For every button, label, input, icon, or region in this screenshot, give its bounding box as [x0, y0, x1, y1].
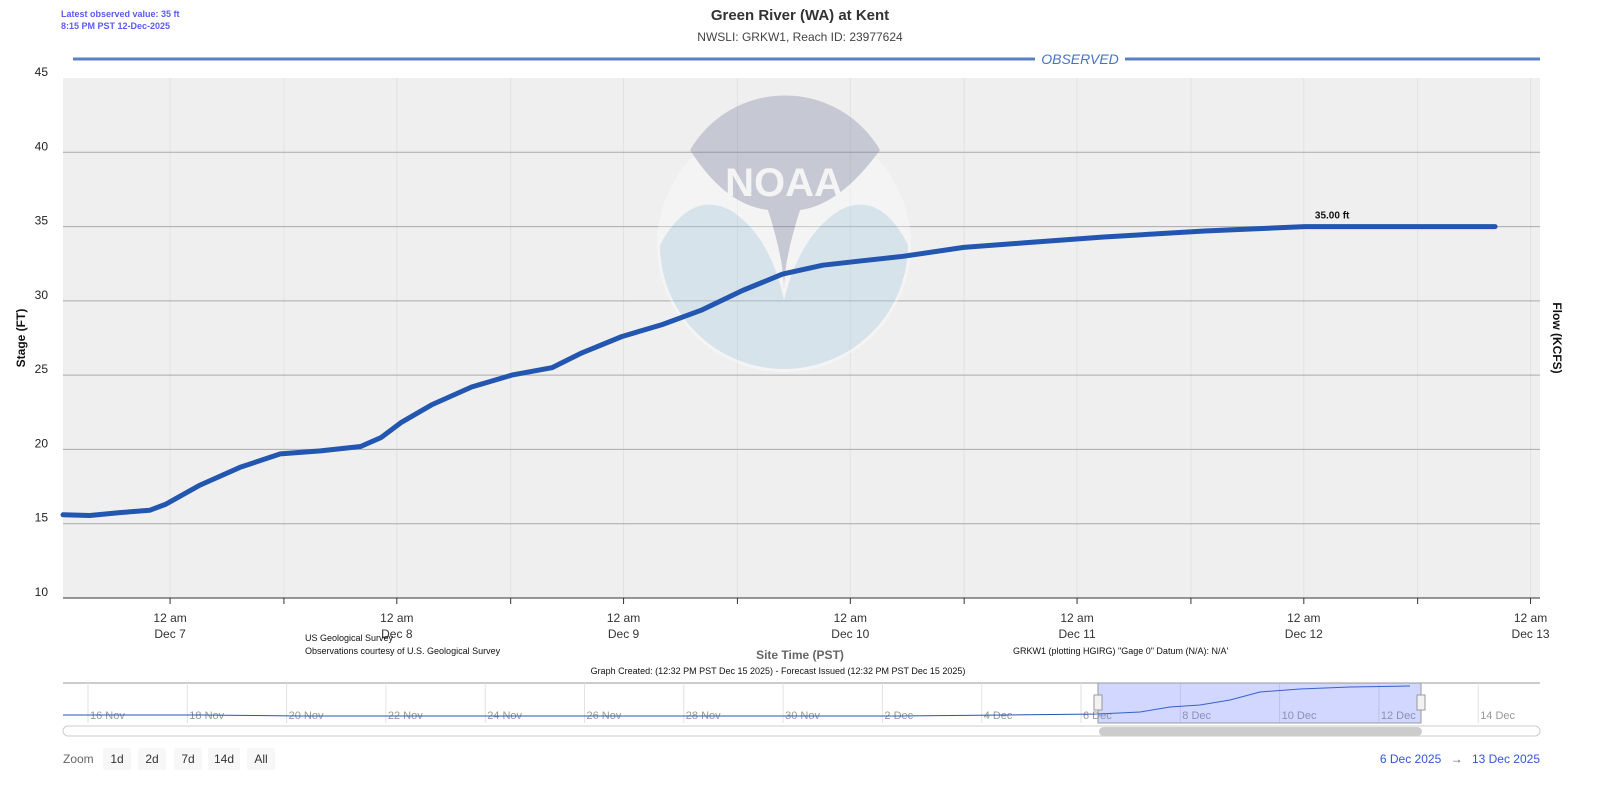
- stage-series-line: [60, 224, 1498, 518]
- latest-value: Latest observed value: 35 ft: [61, 9, 180, 19]
- x-tick-label-date: Dec 7: [154, 627, 186, 641]
- navigator-label: 18 Nov: [189, 710, 224, 722]
- y-tick-label: 25: [35, 362, 49, 376]
- y-tick-label: 20: [35, 436, 49, 450]
- latest-time: 8:15 PM PST 12-Dec-2025: [61, 21, 171, 31]
- credit-courtesy: Observations courtesy of U.S. Geological…: [305, 646, 501, 656]
- datum-note: GRKW1 (plotting HGIRG) "Gage 0" Datum (N…: [1013, 646, 1228, 656]
- y-axis-title: Stage (FT): [14, 309, 28, 368]
- y-tick-label: 45: [35, 65, 49, 79]
- x-tick-label-date: Dec 9: [608, 627, 640, 641]
- zoom-label: Zoom: [63, 752, 94, 766]
- zoom-all-button[interactable]: All: [247, 748, 275, 770]
- watermark-text: NOAA: [725, 161, 843, 205]
- navigator-label: 14 Dec: [1480, 710, 1515, 722]
- x-tick-label-date: Dec 13: [1512, 627, 1550, 641]
- x-tick-label-date: Dec 8: [381, 627, 413, 641]
- zoom-1d-button[interactable]: 1d: [103, 748, 131, 770]
- navigator-label: 8 Dec: [1182, 710, 1211, 722]
- y-tick-label: 10: [35, 585, 49, 599]
- navigator-label: 16 Nov: [90, 710, 125, 722]
- zoom-14d-button[interactable]: 14d: [208, 748, 240, 770]
- x-axis-title: Site Time (PST): [756, 648, 844, 662]
- chart-subtitle: NWSLI: GRKW1, Reach ID: 23977624: [697, 30, 903, 44]
- navigator-series: [63, 685, 1411, 717]
- noaa-watermark: NOAA: [657, 95, 911, 372]
- x-tick-label-time: 12 am: [380, 611, 413, 625]
- y-tick-label: 35: [35, 214, 49, 228]
- y2-axis-title: Flow (KCFS): [1550, 302, 1564, 373]
- plot-area: [63, 78, 1540, 598]
- zoom-2d-button[interactable]: 2d: [138, 748, 166, 770]
- range-from[interactable]: 6 Dec 2025: [1379, 752, 1442, 766]
- y-tick-label: 15: [35, 511, 49, 525]
- latest-value-annotation: 35.00 ft: [1315, 211, 1350, 222]
- range-to[interactable]: 13 Dec 2025: [1471, 752, 1540, 766]
- x-tick-label-time: 12 am: [607, 611, 640, 625]
- watermark-gull: [690, 95, 880, 291]
- date-range[interactable]: 6 Dec 2025 → 13 Dec 2025: [1380, 752, 1540, 766]
- navigator-left-handle[interactable]: [1093, 694, 1103, 711]
- x-tick-label-time: 12 am: [1287, 611, 1320, 625]
- range-arrow: →: [1450, 752, 1463, 766]
- y-tick-label: 30: [35, 288, 49, 302]
- graph-created-note: Graph Created: (12:32 PM PST Dec 15 2025…: [591, 666, 966, 676]
- x-tick-label-date: Dec 12: [1285, 627, 1323, 641]
- x-tick-label-time: 12 am: [153, 611, 186, 625]
- watermark-wave: [660, 204, 908, 369]
- navigator-label: 10 Dec: [1282, 710, 1317, 722]
- navigator-right-handle[interactable]: [1416, 694, 1426, 711]
- navigator-label: 4 Dec: [984, 710, 1013, 722]
- x-tick-label-date: Dec 10: [831, 627, 869, 641]
- navigator-label: 12 Dec: [1381, 710, 1416, 722]
- observed-band-label: OBSERVED: [1041, 51, 1119, 67]
- navigator[interactable]: 16 Nov 18 Nov 20 Nov 22 Nov 24 Nov 26 Nov 28 N…: [62, 682, 1541, 737]
- zoom-7d-button[interactable]: 7d: [174, 748, 202, 770]
- navigator-selection[interactable]: [1097, 682, 1422, 724]
- watermark-ring: [657, 118, 911, 372]
- credit-source: US Geological Survey: [305, 633, 394, 643]
- x-tick-label-time: 12 am: [834, 611, 867, 625]
- x-tick-label-time: 12 am: [1514, 611, 1547, 625]
- scrollbar-thumb[interactable]: [1099, 727, 1422, 736]
- chart-title: Green River (WA) at Kent: [710, 7, 890, 24]
- y-tick-label: 40: [35, 139, 49, 153]
- x-tick-label-time: 12 am: [1060, 611, 1093, 625]
- x-tick-label-date: Dec 11: [1058, 627, 1095, 641]
- latest-observed: Latest observed value: 35 ft 8:15 PM PST…: [61, 8, 180, 32]
